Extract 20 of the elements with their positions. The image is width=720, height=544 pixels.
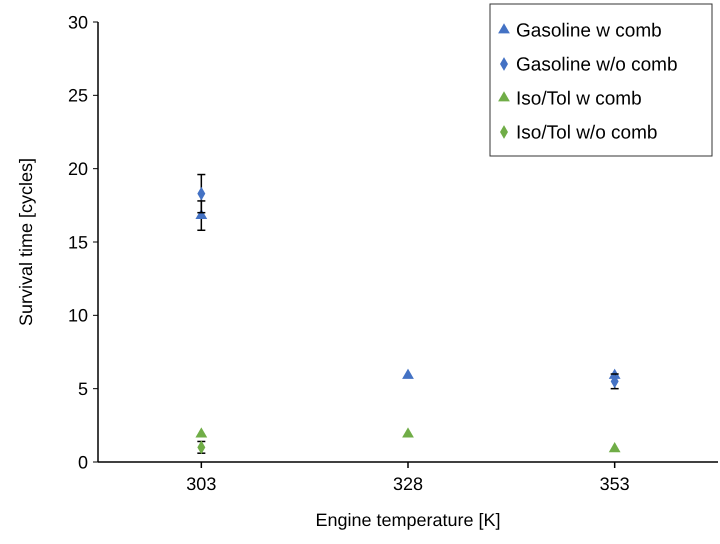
legend-label: Gasoline w/o comb [516,54,678,76]
legend-label: Iso/Tol w/o comb [516,122,658,144]
legend-label: Gasoline w comb [516,20,662,42]
x-tick-label: 353 [600,474,630,494]
y-tick-label: 15 [68,232,88,252]
y-axis-title: Survival time [cycles] [16,158,36,326]
y-tick-label: 25 [68,86,88,106]
point [402,368,414,379]
y-tick-label: 5 [78,378,88,399]
y-tick-label: 20 [68,158,88,179]
point [402,427,414,438]
x-tick-label: 303 [186,474,216,494]
legend-label: Iso/Tol w comb [516,88,642,110]
x-tick-label: 328 [392,474,424,494]
y-tick-label: 10 [68,306,88,326]
point [608,442,621,452]
point [195,427,208,438]
y-tick-label: 0 [78,452,88,472]
y-tick-label: 30 [68,12,88,32]
x-axis-title: Engine temperature [K] [315,510,501,530]
